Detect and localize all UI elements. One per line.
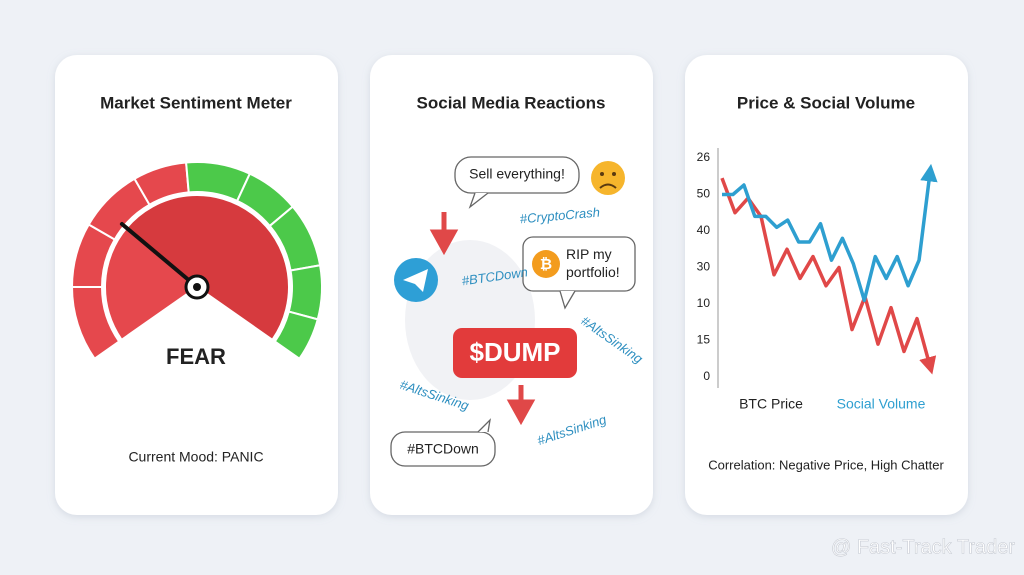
telegram-plane xyxy=(403,269,428,292)
gauge-segment xyxy=(125,194,290,342)
watermark: @ Fast-Track Trader xyxy=(831,536,1015,558)
sad-face xyxy=(591,161,625,195)
y-tick-label: 40 xyxy=(697,223,711,237)
y-tick-label: 15 xyxy=(697,333,711,347)
card-title: Market Sentiment Meter xyxy=(100,93,292,112)
speech-bubble xyxy=(454,156,580,194)
gauge-segment xyxy=(287,264,323,321)
legend-label: Social Volume xyxy=(837,396,926,412)
coin-symbol: ₿ xyxy=(540,256,552,273)
speech-bubble xyxy=(522,236,636,292)
card-title: Price & Social Volume xyxy=(737,93,915,112)
speech-bubble xyxy=(390,431,496,467)
data-line xyxy=(722,163,938,303)
chart: 26 50 40 30 10 15 0 BTC Price Social Volume xyxy=(697,150,938,412)
coin xyxy=(532,250,560,278)
badge xyxy=(453,328,577,378)
y-tick-label: 0 xyxy=(703,369,710,383)
caption: Current Mood: PANIC xyxy=(128,449,263,465)
y-tick-label: 50 xyxy=(697,187,711,201)
card-title: Social Media Reactions xyxy=(417,93,606,112)
legend-label: BTC Price xyxy=(739,396,803,412)
bubble-tail xyxy=(559,290,576,310)
bubble-text: RIP my portfolio! xyxy=(566,246,620,280)
needle xyxy=(119,222,199,289)
bubble-tail xyxy=(468,192,489,209)
badge-text: $DUMP xyxy=(469,337,560,367)
bubble-text: #BTCDown xyxy=(407,441,479,457)
bubble-tail xyxy=(477,418,491,433)
bubble-text: Sell everything! xyxy=(469,166,565,182)
y-tick-label: 30 xyxy=(697,260,711,274)
bubble-box: RIP my portfolio! xyxy=(566,246,620,280)
y-tick-label: 26 xyxy=(697,150,711,164)
gauge-segment xyxy=(273,310,319,361)
caption: Correlation: Negative Price, High Chatte… xyxy=(708,457,944,472)
hashtag: #CryptoCrash xyxy=(519,204,600,226)
down-arrow xyxy=(429,212,459,256)
data-line xyxy=(720,177,937,375)
y-tick-label: 10 xyxy=(697,296,711,310)
gauge-label: FEAR xyxy=(166,344,226,369)
gauge xyxy=(70,161,323,361)
needle-dot xyxy=(193,283,201,291)
down-arrow xyxy=(506,385,536,426)
